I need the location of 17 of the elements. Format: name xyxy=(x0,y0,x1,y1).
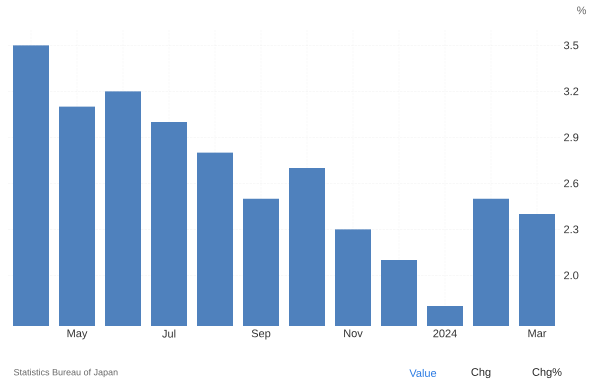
text: Value xyxy=(409,368,436,378)
text: Chg% xyxy=(532,368,562,378)
x-tick-label: Nov xyxy=(344,330,363,338)
x-tick-label: Sep xyxy=(252,330,270,340)
y-tick-label: 2.0 xyxy=(564,271,578,280)
text: Chg xyxy=(471,368,490,378)
y-tick-label: 3.2 xyxy=(564,87,578,96)
x-tick-label: 2024 xyxy=(433,330,457,338)
x-tick-label: Mar xyxy=(528,330,546,338)
x-tick-label: Jul xyxy=(162,330,176,338)
y-tick-label: 2.3 xyxy=(564,225,578,234)
y-axis-title: % xyxy=(577,6,586,14)
y-tick-label: 3.5 xyxy=(564,41,578,50)
x-tick-label: May xyxy=(68,330,88,340)
text: Statistics Bureau of Japan xyxy=(14,368,118,378)
y-tick-label: 2.6 xyxy=(564,179,578,188)
y-tick-label: 2.9 xyxy=(564,133,578,142)
